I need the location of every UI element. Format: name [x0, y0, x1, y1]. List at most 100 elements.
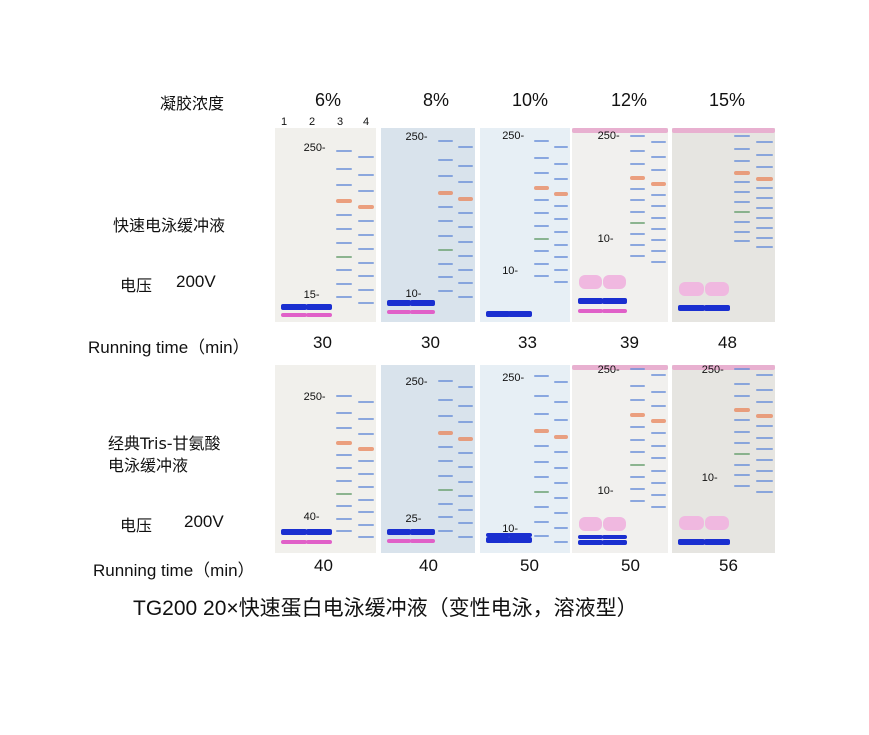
marker-band — [534, 460, 549, 463]
marker-band — [629, 438, 646, 441]
marker-band — [357, 446, 374, 451]
marker-band — [629, 488, 646, 491]
marker-band — [650, 216, 667, 219]
marker-band — [756, 469, 773, 472]
sample-band — [485, 537, 510, 543]
marker-band — [335, 480, 352, 483]
marker-band — [756, 413, 773, 418]
top-buffer-label: 快速电泳缓冲液 — [113, 216, 226, 235]
marker-band — [534, 275, 549, 277]
gel-top-edge — [572, 365, 668, 370]
marker-band — [357, 302, 374, 304]
marker-band — [629, 135, 646, 137]
gel-panel — [275, 128, 376, 322]
bottom-voltage-value: 200V — [184, 512, 224, 531]
marker-band — [650, 261, 667, 263]
marker-band — [554, 191, 569, 196]
marker-band — [756, 480, 773, 483]
marker-band — [554, 268, 569, 271]
bottom-running-time: 50 — [621, 556, 640, 575]
marker-band — [756, 447, 773, 450]
marker-band — [629, 175, 646, 180]
sample-band — [577, 535, 603, 539]
marker-band — [756, 176, 773, 181]
marker-band — [756, 207, 773, 210]
marker-band — [458, 164, 474, 167]
marker-band — [650, 141, 667, 143]
marker-band — [733, 430, 751, 433]
marker-band — [335, 296, 352, 298]
top-running-time: 30 — [421, 333, 440, 352]
marker-band — [554, 256, 569, 259]
marker-band — [437, 234, 453, 237]
marker-band — [733, 191, 751, 194]
marker-band — [357, 417, 374, 420]
marker-band — [629, 255, 646, 257]
marker-band — [335, 282, 352, 285]
concentration-8: 8% — [423, 90, 450, 110]
marker-band — [357, 498, 374, 501]
sample-band — [601, 535, 627, 539]
marker-band — [458, 181, 474, 184]
marker-band — [554, 497, 569, 500]
marker-band — [437, 516, 453, 519]
sample-smear — [602, 275, 626, 289]
sample-smear — [578, 275, 602, 289]
sample-band — [601, 309, 627, 313]
lane-number: 4 — [363, 116, 370, 128]
marker-band — [650, 156, 667, 159]
top-running-time: 39 — [620, 333, 639, 352]
marker-band — [437, 276, 453, 279]
sample-band — [508, 537, 532, 543]
marker-band — [756, 217, 773, 220]
marker-label: 10- — [502, 265, 519, 277]
marker-band — [357, 460, 374, 463]
marker-band — [534, 520, 549, 523]
top-voltage-value: 200V — [176, 272, 216, 291]
marker-label: 250- — [502, 372, 525, 384]
marker-band — [437, 220, 453, 223]
sample-band — [386, 310, 412, 314]
marker-band — [534, 140, 549, 142]
marker-band — [357, 432, 374, 435]
marker-band — [554, 162, 569, 165]
marker-band — [650, 193, 667, 196]
marker-band — [650, 228, 667, 231]
marker-band — [357, 248, 374, 251]
marker-band — [437, 460, 453, 463]
marker-band — [458, 436, 474, 441]
marker-band — [534, 505, 549, 508]
marker-band — [437, 488, 453, 491]
marker-band — [357, 156, 374, 158]
bottom-voltage-label: 电压 — [120, 516, 153, 535]
gel-panel — [672, 365, 775, 553]
marker-band — [458, 254, 474, 257]
marker-band — [534, 171, 549, 174]
marker-band — [554, 435, 569, 440]
marker-band — [335, 199, 352, 204]
marker-band — [335, 467, 352, 470]
bottom-running-time: 40 — [419, 556, 438, 575]
marker-band — [458, 268, 474, 271]
marker-band — [335, 517, 352, 520]
marker-band — [534, 237, 549, 240]
marker-band — [458, 386, 474, 388]
marker-band — [756, 165, 773, 168]
marker-band — [629, 425, 646, 428]
sample-band — [410, 529, 435, 535]
marker-band — [756, 401, 773, 404]
marker-band — [756, 425, 773, 428]
marker-band — [733, 159, 751, 162]
gel-panel — [381, 365, 475, 553]
sample-band — [306, 540, 333, 544]
marker-band — [733, 382, 751, 385]
marker-band — [437, 380, 453, 382]
concentration-10: 10% — [512, 90, 549, 110]
gel-panel — [381, 128, 475, 322]
marker-band — [650, 250, 667, 253]
bottom-running-time-label: Running time（min） — [93, 561, 255, 580]
lane-number: 1 — [281, 116, 288, 128]
marker-band — [733, 240, 751, 242]
marker-label: 10- — [597, 485, 614, 497]
marker-band — [437, 248, 453, 251]
